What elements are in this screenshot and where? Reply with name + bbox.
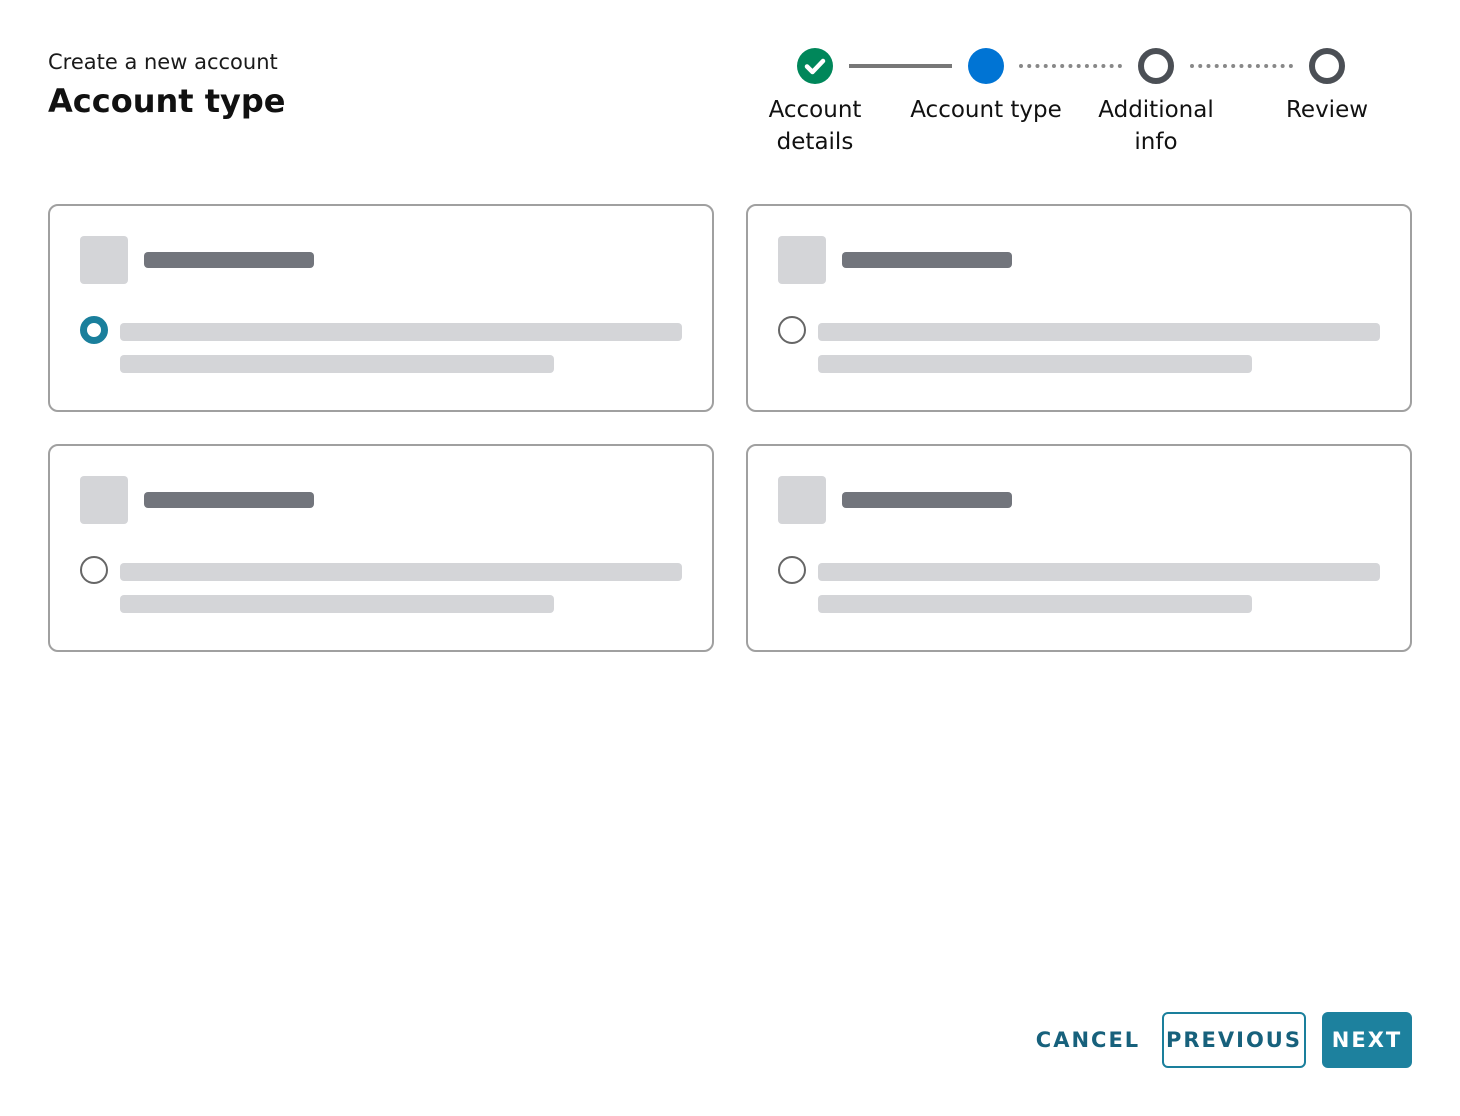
step-label: Account details	[768, 97, 862, 155]
step-upcoming-icon	[1138, 48, 1174, 84]
step-label: Review	[1285, 97, 1369, 123]
option-title-placeholder	[842, 252, 1012, 268]
step-current-icon	[968, 48, 1004, 84]
step-connector	[1019, 64, 1122, 68]
option-title-placeholder	[144, 252, 314, 268]
option-radio-selected[interactable]	[80, 316, 108, 344]
step-connector	[1190, 64, 1293, 68]
account-type-option[interactable]	[746, 204, 1412, 412]
page-subtitle: Create a new account	[48, 50, 278, 74]
option-text-placeholder	[120, 355, 554, 373]
step-complete-icon	[797, 48, 833, 84]
option-text-placeholder	[818, 563, 1380, 581]
option-text-placeholder	[120, 323, 682, 341]
step-label: Account type	[910, 97, 1062, 123]
step-connector	[849, 64, 952, 68]
option-text-placeholder	[818, 595, 1252, 613]
page-title: Account type	[48, 82, 286, 120]
option-title-placeholder	[842, 492, 1012, 508]
option-radio[interactable]	[80, 556, 108, 584]
step-label: Additional info	[1098, 97, 1214, 155]
step-upcoming-icon	[1309, 48, 1345, 84]
account-type-option[interactable]	[48, 444, 714, 652]
option-text-placeholder	[120, 563, 682, 581]
option-radio[interactable]	[778, 556, 806, 584]
option-radio[interactable]	[778, 316, 806, 344]
option-image-placeholder	[778, 236, 826, 284]
previous-button[interactable]: PREVIOUS	[1162, 1012, 1306, 1068]
option-title-placeholder	[144, 492, 314, 508]
account-type-option[interactable]	[746, 444, 1412, 652]
account-type-option[interactable]	[48, 204, 714, 412]
next-button[interactable]: NEXT	[1322, 1012, 1412, 1068]
option-image-placeholder	[778, 476, 826, 524]
option-text-placeholder	[120, 595, 554, 613]
cancel-button[interactable]: CANCEL	[1035, 1028, 1141, 1052]
option-text-placeholder	[818, 355, 1252, 373]
option-image-placeholder	[80, 476, 128, 524]
option-image-placeholder	[80, 236, 128, 284]
option-text-placeholder	[818, 323, 1380, 341]
